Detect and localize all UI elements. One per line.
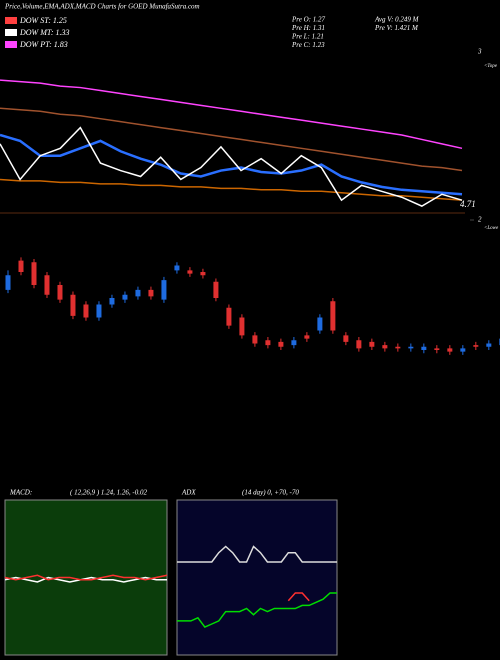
candle-body: [239, 317, 245, 336]
candle-body: [330, 301, 336, 331]
candle-body: [369, 341, 375, 347]
candle-body: [473, 345, 479, 347]
legend-swatch: [5, 29, 17, 36]
series-line: [177, 545, 337, 563]
series-line: [287, 592, 310, 602]
legend-label: DOW PT: 1.83: [19, 40, 68, 49]
candle-body: [486, 343, 492, 347]
candle-body: [460, 348, 466, 352]
side-note: <Tope: [484, 64, 498, 69]
candle-body: [18, 260, 24, 272]
candle-body: [265, 340, 271, 346]
series-line: [4, 574, 168, 581]
candle-body: [187, 270, 193, 274]
candle-body: [109, 298, 115, 305]
legend-swatch: [5, 17, 17, 24]
candle-body: [5, 275, 11, 290]
side-label: 4.71: [460, 199, 476, 209]
panel-subtitle: ( 12,26,9 ) 1.24, 1.26, -0.02: [70, 489, 147, 497]
chart-title: Price,Volume,EMA,ADX,MACD Charts for GOE…: [4, 3, 200, 11]
candle-body: [356, 340, 362, 349]
candle-body: [200, 272, 206, 276]
candle-body: [70, 294, 76, 316]
info-text: Pre V: 1.421 M: [374, 24, 419, 32]
info-text: Avg V: 0.249 M: [374, 16, 420, 24]
panel-title: ADX: [181, 489, 196, 497]
panel-subtitle: (14 day) 0, +70, -70: [242, 489, 299, 497]
panel-bg: [4, 499, 168, 656]
candle-body: [421, 346, 427, 350]
candle-body: [291, 340, 297, 346]
info-text: Pre H: 1.31: [291, 24, 325, 32]
candle-body: [122, 294, 128, 300]
candle-body: [408, 346, 414, 349]
candle-body: [57, 285, 63, 300]
side-label: 3: [477, 48, 482, 56]
info-text: Pre L: 1.21: [291, 33, 324, 41]
candle-body: [447, 348, 453, 352]
candle-body: [382, 345, 388, 349]
legend-label: DOW MT: 1.33: [19, 28, 70, 37]
panel-bg: [176, 499, 338, 656]
candle-body: [96, 304, 102, 318]
series-line: [177, 592, 337, 629]
candle-body: [135, 289, 141, 297]
legend-label: DOW ST: 1.25: [19, 16, 67, 25]
candle-body: [44, 275, 50, 295]
candle-body: [395, 346, 401, 349]
candle-body: [31, 262, 37, 285]
candle-body: [434, 348, 440, 350]
candle-body: [278, 341, 284, 347]
candle-body: [148, 289, 154, 297]
candle-body: [174, 265, 180, 271]
y-tick-label: 2: [478, 216, 482, 224]
candle-body: [213, 281, 219, 298]
side-note: <Lowe: [484, 226, 499, 231]
candle-body: [161, 280, 167, 300]
series-line: [0, 107, 463, 172]
legend-swatch: [5, 41, 17, 48]
candle-body: [252, 335, 258, 344]
candle-body: [226, 307, 232, 326]
series-line: [0, 79, 463, 150]
series-line: [0, 178, 463, 201]
series-line: [0, 133, 463, 196]
candle-body: [317, 317, 323, 331]
candle-body: [83, 304, 89, 318]
info-text: Pre O: 1.27: [291, 16, 325, 24]
series-line: [0, 126, 463, 207]
candle-body: [304, 335, 310, 339]
panel-title: MACD:: [9, 489, 32, 497]
info-text: Pre C: 1.23: [291, 41, 325, 49]
candle-body: [343, 335, 349, 342]
